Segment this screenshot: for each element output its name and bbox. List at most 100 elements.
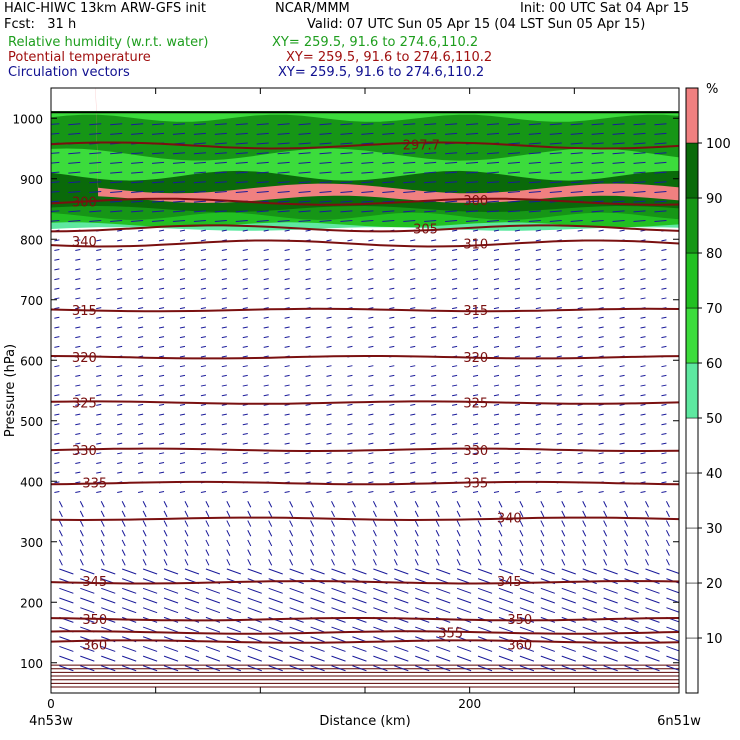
wind-vector	[205, 568, 221, 575]
wind-vector	[298, 123, 311, 126]
wind-vector	[79, 530, 84, 537]
wind-vector	[263, 374, 269, 377]
wind-vector	[591, 181, 604, 184]
wind-vector	[326, 394, 332, 397]
wind-vector	[410, 374, 416, 377]
wind-vector	[179, 365, 186, 368]
wind-vector	[498, 597, 514, 604]
wind-vector	[410, 452, 416, 455]
wind-vector	[633, 123, 646, 126]
wind-vector	[352, 655, 367, 662]
wind-vector	[540, 665, 556, 672]
wind-vector	[498, 510, 503, 518]
wind-vector	[493, 413, 500, 416]
wind-vector	[619, 258, 625, 261]
wind-vector	[472, 345, 479, 348]
wind-vector	[117, 394, 123, 397]
wind-vector	[54, 403, 60, 406]
wind-vector	[472, 413, 479, 416]
wind-vector	[624, 607, 639, 614]
wind-vector	[477, 655, 493, 662]
wind-vector	[477, 530, 482, 537]
wind-vector	[54, 297, 60, 300]
wind-vector	[263, 394, 269, 397]
theta-contour-label: 297.7	[403, 138, 440, 153]
wind-vector	[68, 161, 81, 164]
wind-vector	[368, 287, 374, 290]
wind-vector	[493, 258, 500, 261]
wind-vector	[221, 394, 227, 397]
wind-vector	[540, 655, 556, 662]
wind-vector	[96, 365, 102, 368]
wind-vector	[410, 287, 416, 290]
wind-vector	[394, 665, 409, 672]
wind-vector	[424, 132, 437, 135]
wind-vector	[138, 229, 144, 232]
wind-vector	[284, 229, 290, 232]
wind-vector	[298, 132, 311, 135]
wind-vector	[340, 219, 353, 222]
wind-vector	[661, 287, 667, 290]
wind-vector	[493, 268, 500, 271]
wind-vector	[389, 394, 395, 397]
wind-vector	[472, 326, 479, 329]
wind-vector	[389, 307, 395, 310]
wind-vector	[410, 307, 416, 310]
wind-vector	[661, 491, 667, 494]
wind-vector	[486, 190, 500, 193]
wind-vector	[75, 249, 81, 252]
wind-vector	[368, 326, 374, 329]
wind-vector	[89, 181, 102, 184]
wind-vector	[393, 510, 398, 518]
wind-vector	[661, 297, 667, 300]
wind-vector	[431, 491, 437, 494]
wind-vector	[51, 171, 60, 174]
wind-vector	[122, 645, 137, 652]
wind-vector	[138, 374, 144, 377]
wind-vector	[535, 316, 541, 319]
wind-vector	[340, 161, 353, 164]
wind-vector	[591, 152, 604, 155]
wind-vector	[431, 316, 437, 319]
wind-vector	[138, 394, 144, 397]
wind-vector	[163, 607, 179, 614]
theta-contour-label: 300	[463, 194, 488, 209]
wind-vector	[51, 181, 60, 183]
wind-vector	[456, 665, 472, 672]
wind-vector	[661, 423, 667, 426]
wind-vector	[305, 297, 311, 300]
wind-vector	[284, 413, 290, 416]
wind-vector	[138, 345, 144, 348]
wind-vector	[268, 568, 283, 575]
wind-vector	[242, 413, 248, 416]
wind-vector	[394, 645, 409, 652]
wind-vector	[556, 307, 562, 310]
wind-vector	[549, 171, 562, 174]
wind-vector	[205, 645, 221, 652]
y-tick-label: 1000	[12, 112, 43, 126]
wind-vector	[226, 655, 242, 662]
wind-vector	[661, 316, 667, 319]
wind-vector	[424, 123, 437, 126]
wind-vector	[661, 278, 667, 281]
theta-contour-label: 310	[463, 237, 488, 252]
wind-vector	[436, 607, 451, 614]
wind-vector	[570, 171, 583, 174]
wind-vector	[452, 442, 458, 445]
wind-vector	[96, 403, 102, 406]
wind-vector	[645, 500, 649, 508]
wind-vector	[158, 403, 165, 406]
wind-vector	[519, 568, 535, 575]
wind-vector	[117, 336, 123, 339]
wind-vector	[666, 665, 679, 671]
wind-vector	[138, 403, 144, 406]
theta-contour	[51, 307, 679, 313]
wind-vector	[200, 345, 207, 348]
wind-vector	[603, 500, 608, 508]
wind-vector	[289, 636, 304, 643]
wind-vector	[661, 249, 667, 252]
wind-vector	[158, 423, 165, 426]
wind-vector	[319, 190, 332, 193]
wind-vector	[89, 132, 102, 135]
